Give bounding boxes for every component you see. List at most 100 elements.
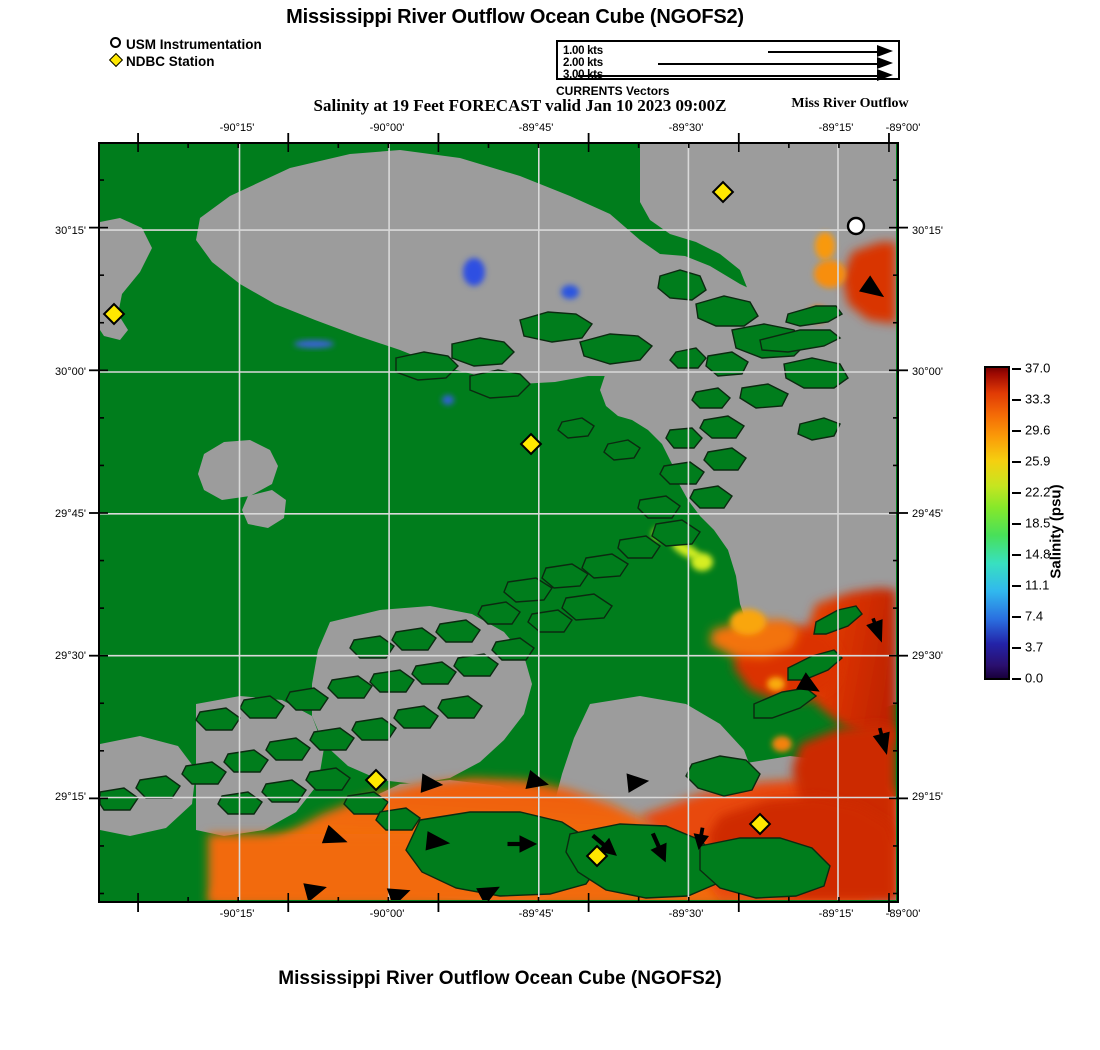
currents-scale-label-2: 2.00 kts	[563, 57, 603, 69]
lat-label-left-1: 30°15'	[55, 225, 86, 237]
station-legend: USM Instrumentation NDBC Station	[108, 36, 262, 70]
current-vector	[626, 773, 650, 793]
colorbar-label-7: 11.1	[1025, 577, 1050, 593]
lake-lowsal-d	[294, 340, 334, 348]
current-vector	[693, 827, 709, 850]
station-marker-ndbc	[711, 180, 735, 204]
chart-subtitle: Salinity at 19 Feet FORECAST valid Jan 1…	[313, 96, 727, 115]
currents-legend-caption: CURRENTS Vectors	[556, 84, 670, 98]
mid-orange-tongue	[710, 620, 800, 658]
currents-scale-label-1: 1.00 kts	[563, 45, 603, 57]
current-vector	[321, 824, 348, 844]
footer-title: Mississippi River Outflow Ocean Cube (NG…	[278, 968, 722, 989]
colorbar-gradient	[984, 366, 1010, 680]
colorbar-label-5: 18.5	[1025, 515, 1051, 531]
colorbar-label-9: 3.7	[1025, 639, 1044, 655]
current-vector	[858, 275, 885, 298]
current-vector	[796, 672, 820, 692]
colorbar-tick	[1012, 399, 1021, 401]
lon-label-top-3: -89°45'	[518, 122, 554, 134]
colorbar-tick	[1012, 461, 1021, 463]
arrow-head-icon	[877, 69, 893, 81]
colorbar-tick	[1012, 492, 1021, 494]
station-marker-usm	[846, 216, 866, 236]
colorbar-label-1: 33.3	[1025, 391, 1051, 407]
colorbar-label-8: 7.4	[1025, 608, 1044, 624]
station-markers-layer	[102, 180, 866, 868]
current-vector	[303, 883, 327, 900]
current-vector	[650, 832, 667, 863]
lon-label-top-2: -90°00'	[369, 122, 405, 134]
lat-label-right-1: 30°15'	[912, 225, 943, 237]
arrow-head-icon	[877, 45, 893, 57]
legend-item-ndbc: NDBC Station	[108, 52, 262, 69]
current-vector	[386, 888, 411, 900]
lon-label-bottom-1: -90°15'	[219, 908, 255, 920]
lat-label-left-4: 29°30'	[55, 650, 86, 662]
currents-scale-2: 2.00 kts	[558, 57, 898, 70]
colorbar-label-6: 14.8	[1025, 546, 1051, 562]
graticule-layer	[100, 144, 896, 900]
current-vector	[872, 727, 890, 755]
lat-label-right-5: 29°15'	[912, 791, 943, 803]
current-vector	[476, 886, 500, 900]
colorbar-label-3: 25.9	[1025, 453, 1051, 469]
colorbar-label-0: 37.0	[1025, 360, 1051, 376]
current-vectors-layer	[303, 275, 890, 900]
lat-label-right-2: 30°00'	[912, 366, 943, 378]
lon-label-bottom-4: -89°30'	[668, 908, 704, 920]
colorbar-tick	[1012, 430, 1021, 432]
currents-scale-line-3	[578, 75, 878, 77]
colorbar-tick	[1012, 523, 1021, 525]
lon-label-top-4: -89°30'	[668, 122, 704, 134]
currents-scale-1: 1.00 kts	[558, 45, 898, 58]
currents-scale-line-1	[768, 51, 878, 53]
colorbar-label-10: 0.0	[1025, 670, 1044, 686]
colorbar-tick	[1012, 368, 1021, 370]
colorbar-tick	[1012, 678, 1021, 680]
colorbar-tick	[1012, 616, 1021, 618]
current-vector	[425, 831, 451, 851]
lon-label-bottom-3: -89°45'	[518, 908, 554, 920]
colorbar-tick	[1012, 647, 1021, 649]
lon-label-bottom-6: -89°00'	[885, 908, 921, 920]
legend-label-ndbc: NDBC Station	[126, 53, 215, 69]
lon-label-bottom-2: -90°00'	[369, 908, 405, 920]
colorbar-label-2: 29.6	[1025, 422, 1051, 438]
diamond-marker-icon	[108, 52, 126, 69]
station-marker-ndbc	[364, 768, 388, 792]
currents-vector-legend: 1.00 kts 2.00 kts 3.00 kts	[556, 40, 900, 82]
current-vector	[866, 617, 883, 643]
arrow-head-icon	[877, 57, 893, 69]
currents-scale-3: 3.00 kts	[558, 69, 898, 82]
lat-label-left-3: 29°45'	[55, 508, 86, 520]
lake-lowsal-b	[561, 285, 579, 299]
current-vector	[420, 773, 444, 793]
salinity-map[interactable]	[98, 142, 899, 903]
currents-scale-line-2	[658, 63, 878, 65]
region-label: Miss River Outflow	[791, 96, 909, 111]
lat-label-left-5: 29°15'	[55, 791, 86, 803]
lake-lowsal-a	[463, 258, 485, 286]
coastline-detail-layer	[100, 269, 863, 899]
lon-label-top-1: -90°15'	[219, 122, 255, 134]
lon-label-top-6: -89°00'	[885, 122, 921, 134]
colorbar-title: Salinity (psu)	[1047, 484, 1065, 579]
legend-item-usm: USM Instrumentation	[108, 36, 262, 52]
station-marker-ndbc	[102, 302, 126, 326]
legend-label-usm: USM Instrumentation	[126, 36, 262, 52]
station-marker-ndbc	[585, 844, 609, 868]
station-marker-ndbc	[519, 432, 543, 456]
lat-label-left-2: 30°00'	[55, 366, 86, 378]
colorbar-tick	[1012, 585, 1021, 587]
colorbar-label-4: 22.2	[1025, 484, 1051, 500]
lon-label-top-5: -89°15'	[818, 122, 854, 134]
lat-label-right-3: 29°45'	[912, 508, 943, 520]
map-canvas	[100, 144, 896, 900]
current-vector	[507, 835, 538, 853]
lake-lowsal-e	[442, 395, 454, 405]
colorbar-tick	[1012, 554, 1021, 556]
current-vector	[525, 769, 549, 789]
page-title: Mississippi River Outflow Ocean Cube (NG…	[286, 6, 744, 28]
station-marker-ndbc	[748, 812, 772, 836]
